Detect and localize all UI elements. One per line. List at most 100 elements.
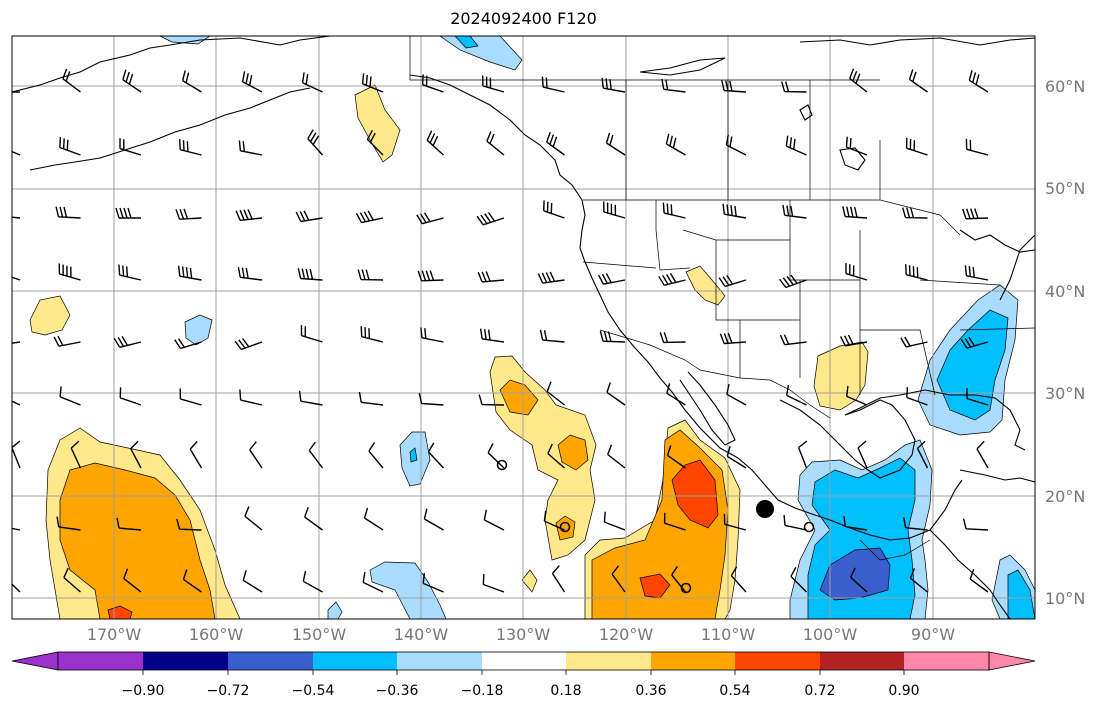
- wind-barb: [969, 568, 989, 593]
- open-storm-marker: [559, 521, 571, 533]
- wind-barb: [908, 69, 928, 93]
- latitude-label: 40°N: [1045, 282, 1086, 301]
- wind-barb: [234, 337, 263, 351]
- wind-barb: [420, 327, 444, 343]
- wind-barb: [242, 570, 263, 593]
- latitude-label: 50°N: [1045, 179, 1086, 198]
- coastlines: [12, 36, 1035, 619]
- colorbar-segment: [651, 652, 735, 670]
- colorbar-tick-label: 0.90: [888, 683, 920, 699]
- wind-barb: [537, 271, 565, 284]
- wind-barb: [301, 72, 323, 93]
- wind-barb: [845, 263, 868, 281]
- colorbar-ticks: [142, 670, 905, 675]
- wind-barb: [362, 571, 384, 593]
- wind-barb: [307, 129, 324, 156]
- colorbar-tick-label: −0.18: [460, 683, 504, 699]
- colorbar-segment: [904, 652, 989, 670]
- wind-barb: [900, 336, 928, 348]
- wind-barb: [483, 509, 505, 531]
- wind-barb: [603, 201, 626, 219]
- wind-barb: [603, 511, 626, 531]
- wind-barb: [658, 273, 686, 286]
- wind-barb: [181, 70, 202, 93]
- wind-barb: [785, 135, 807, 156]
- colorbar-outline: [57, 651, 990, 671]
- wind-barb: [546, 381, 565, 406]
- wind-barb: [302, 570, 323, 593]
- wind-barb: [857, 440, 868, 469]
- wind-barb: [487, 443, 505, 469]
- colorbar-segment: [228, 652, 313, 670]
- open-storm-marker: [680, 582, 692, 594]
- wind-barb: [12, 527, 21, 531]
- wind-barb: [366, 129, 384, 156]
- positive-anomaly-shading: [29, 84, 869, 619]
- colorbar-tick-label: 0.54: [719, 683, 751, 699]
- colorbar-segment: [143, 652, 228, 670]
- wind-barb: [179, 139, 202, 156]
- wind-barb: [786, 384, 807, 406]
- wind-barb: [300, 325, 323, 343]
- colorbar-low-extension: [11, 651, 59, 671]
- wind-barb: [962, 208, 989, 220]
- wind-barb: [59, 386, 81, 406]
- colorbar-segment: [313, 652, 397, 670]
- wind-barb: [123, 568, 142, 593]
- wind-barb: [363, 507, 384, 531]
- wind-barb: [308, 441, 324, 469]
- wind-barb: [783, 514, 807, 531]
- colorbar-tick-label: −0.90: [121, 683, 165, 699]
- wind-barb: [482, 574, 505, 593]
- wind-barb: [237, 266, 263, 281]
- wind-barb: [113, 336, 142, 348]
- wind-barb: [845, 136, 868, 156]
- wind-barb: [964, 265, 989, 281]
- wind-barb: [721, 80, 747, 93]
- wind-barb: [355, 210, 384, 224]
- wind-barb: [238, 140, 263, 156]
- wind-barb: [790, 566, 807, 593]
- wind-barb: [541, 76, 565, 93]
- wind-barb: [909, 568, 928, 593]
- colorbar-tick-label: −0.54: [291, 683, 335, 699]
- political-borders: [409, 36, 1035, 561]
- wind-barb: [295, 210, 323, 223]
- wind-barb: [176, 518, 202, 531]
- wind-barb: [905, 264, 928, 281]
- map-title: 2024092400 F120: [450, 9, 597, 28]
- wind-barb: [298, 390, 323, 406]
- wind-barb: [601, 77, 626, 93]
- wind-barb: [12, 440, 21, 469]
- wind-barb: [130, 440, 142, 469]
- wind-barb: [726, 383, 747, 406]
- colorbar-tick-label: 0.18: [550, 683, 582, 699]
- wind-barb: [665, 133, 686, 156]
- wind-barb: [842, 206, 868, 219]
- wind-barb: [476, 212, 505, 226]
- colorbar-tick-label: −0.72: [206, 683, 250, 699]
- wind-barb: [782, 204, 807, 219]
- wind-barb: [235, 209, 263, 221]
- latitude-label: 30°N: [1045, 384, 1086, 403]
- wind-barb: [479, 328, 505, 343]
- wind-barb: [12, 216, 21, 219]
- wind-barb: [916, 440, 929, 469]
- colorbar-high-extension: [988, 651, 1036, 671]
- wind-barb: [182, 569, 202, 593]
- wind-barb: [723, 513, 747, 531]
- wind-barb: [551, 565, 566, 593]
- colorbar-tick-label: 0.36: [635, 683, 667, 699]
- colorbar-tick-label: −0.36: [375, 683, 419, 699]
- wind-barb: [666, 383, 686, 406]
- longitude-label: 150°W: [291, 625, 347, 644]
- wind-barb: [666, 445, 686, 469]
- storm-markers: [496, 459, 815, 594]
- wind-barb: [175, 208, 202, 220]
- wind-barb: [968, 70, 989, 93]
- wind-barb: [477, 271, 505, 283]
- wind-barb: [659, 332, 686, 344]
- shaded-fields: [29, 36, 1035, 619]
- colorbar-segment: [820, 652, 904, 670]
